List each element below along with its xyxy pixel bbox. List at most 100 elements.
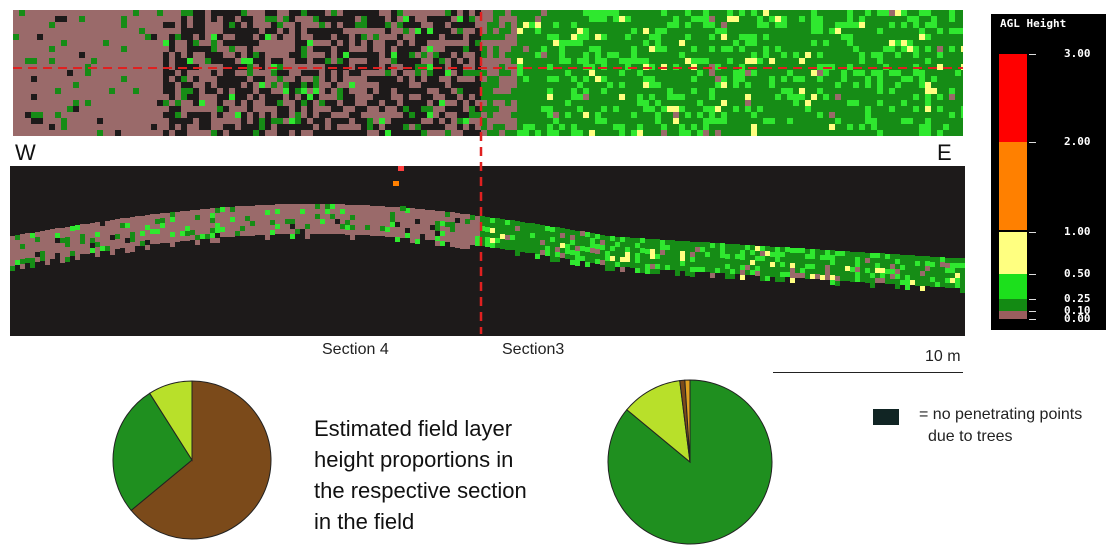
point-cell [235, 22, 241, 28]
point-cell [619, 64, 625, 70]
point-cell [409, 40, 415, 46]
point-cell [937, 82, 943, 88]
profile-point-cell [215, 233, 220, 238]
point-cell [799, 112, 805, 118]
profile-point-cell [105, 236, 110, 241]
point-cell [55, 34, 61, 40]
point-cell [763, 64, 769, 70]
point-cell [799, 76, 805, 82]
point-cell [433, 22, 439, 28]
profile-point-cell [175, 212, 180, 217]
point-cell [391, 52, 397, 58]
point-cell [595, 82, 601, 88]
point-cell [829, 46, 835, 52]
point-cell [637, 130, 643, 136]
profile-point-cell [655, 264, 660, 269]
point-cell [529, 22, 535, 28]
point-cell [31, 58, 37, 64]
point-cell [637, 112, 643, 118]
point-cell [271, 124, 277, 130]
point-cell [643, 70, 649, 76]
point-cell [883, 100, 889, 106]
point-cell [187, 28, 193, 34]
point-cell [271, 100, 277, 106]
point-cell [367, 100, 373, 106]
profile-point-cell [100, 231, 105, 236]
profile-point-cell [795, 258, 800, 263]
profile-point-cell [735, 264, 740, 269]
point-cell [223, 130, 229, 136]
point-cell [151, 46, 157, 52]
profile-point-cell [45, 250, 50, 255]
profile-point-cell [435, 236, 440, 241]
point-cell [97, 34, 103, 40]
point-cell [121, 100, 127, 106]
point-cell [667, 70, 673, 76]
point-cell [829, 34, 835, 40]
point-cell [31, 118, 37, 124]
point-cell [727, 46, 733, 52]
point-cell [391, 40, 397, 46]
point-cell [901, 64, 907, 70]
point-cell [643, 52, 649, 58]
pie-caption: Estimated field layer height proportions… [314, 413, 584, 537]
point-cell [823, 94, 829, 100]
profile-point-cell [635, 238, 640, 243]
point-cell [37, 100, 43, 106]
point-cell [43, 52, 49, 58]
profile-point-cell [645, 249, 650, 254]
point-cell [961, 88, 963, 94]
profile-point-cell [290, 204, 295, 209]
point-cell [115, 52, 121, 58]
point-cell [757, 40, 763, 46]
point-cell [685, 70, 691, 76]
point-cell [223, 28, 229, 34]
point-cell [589, 118, 595, 124]
point-cell [733, 34, 739, 40]
point-cell [283, 16, 289, 22]
point-cell [493, 16, 499, 22]
point-cell [463, 22, 469, 28]
profile-point-cell [410, 228, 415, 233]
profile-point-cell [525, 223, 530, 228]
point-cell [67, 22, 73, 28]
point-cell [799, 130, 805, 136]
point-cell [691, 88, 697, 94]
point-cell [673, 82, 679, 88]
profile-point-cell [190, 210, 195, 215]
point-cell [379, 28, 385, 34]
profile-point-cell [305, 229, 310, 234]
point-cell [139, 76, 145, 82]
point-cell [619, 58, 625, 64]
profile-point-cell [760, 246, 765, 251]
point-cell [289, 100, 295, 106]
caption-line: the respective section [314, 478, 527, 503]
profile-point-cell [325, 229, 330, 234]
point-cell [229, 118, 235, 124]
point-cell [145, 46, 151, 52]
point-cell [181, 58, 187, 64]
point-cell [577, 22, 583, 28]
profile-point-cell [840, 261, 845, 266]
profile-point-cell [300, 219, 305, 224]
profile-point-cell [735, 269, 740, 274]
profile-point-cell [410, 238, 415, 243]
point-cell [361, 10, 367, 16]
point-cell [295, 22, 301, 28]
point-cell [919, 10, 925, 16]
point-cell [115, 28, 121, 34]
point-cell [145, 88, 151, 94]
point-cell [205, 100, 211, 106]
point-cell [25, 16, 31, 22]
point-cell [397, 118, 403, 124]
point-cell [19, 10, 25, 16]
point-cell [265, 118, 271, 124]
point-cell [211, 130, 217, 136]
point-cell [883, 106, 889, 112]
point-cell [217, 52, 223, 58]
profile-point-cell [400, 218, 405, 223]
profile-point-cell [810, 259, 815, 264]
point-cell [187, 58, 193, 64]
profile-point-cell [780, 267, 785, 272]
point-cell [307, 40, 313, 46]
